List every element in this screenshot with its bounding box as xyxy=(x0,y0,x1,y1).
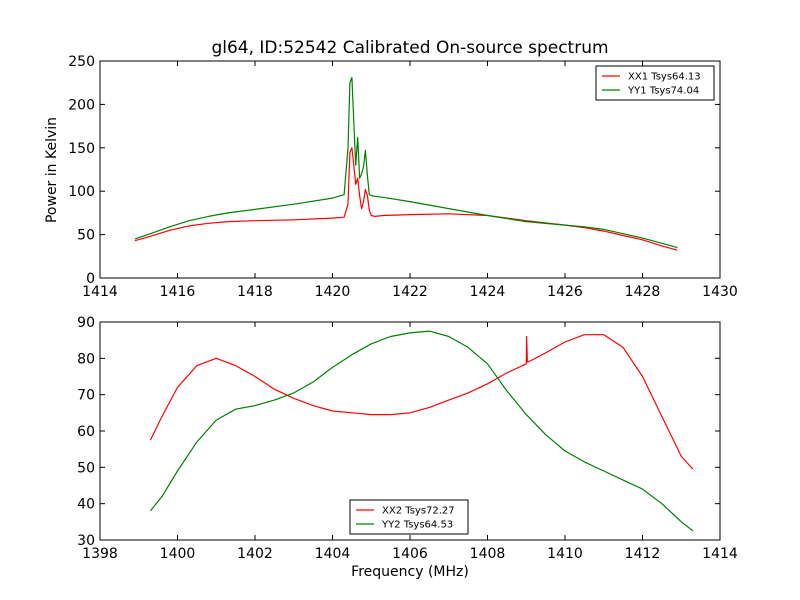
x-tick-label: 1424 xyxy=(470,284,506,300)
legend-entry: XX1 Tsys64.13 xyxy=(628,72,701,83)
legend: XX1 Tsys64.13 YY1 Tsys74.04 xyxy=(595,65,715,101)
top-panel: 1414 1416 1418 1420 1422 1424 1426 1428 1430 0 50 1… xyxy=(68,54,738,300)
legend-entry: YY1 Tsys74.04 xyxy=(627,86,699,97)
y-tick-label: 0 xyxy=(86,271,95,287)
y-tick-label: 250 xyxy=(68,54,95,70)
y-tick-label: 50 xyxy=(77,460,95,476)
legend-box xyxy=(349,499,469,535)
x-axis-label: Frequency (MHz) xyxy=(351,564,469,580)
legend-entry: YY2 Tsys64.53 xyxy=(381,520,453,531)
x-tick-label: 1398 xyxy=(82,546,118,562)
x-tick-label: 1408 xyxy=(470,546,506,562)
series-line-1 xyxy=(149,334,694,470)
y-tick-label: 60 xyxy=(77,424,95,440)
y-axis-label: Power in Kelvin xyxy=(44,117,60,223)
x-tick-label: 1400 xyxy=(160,546,196,562)
chart-title: gl64, ID:52542 Calibrated On-source spec… xyxy=(211,38,608,58)
series-line-2 xyxy=(149,330,694,532)
legend-box xyxy=(595,65,715,101)
x-tick-label: 1422 xyxy=(392,284,428,300)
x-tick-label: 1428 xyxy=(625,284,661,300)
x-tick-label: 1402 xyxy=(237,546,273,562)
x-tick-label: 1430 xyxy=(702,284,738,300)
x-tick-label: 1404 xyxy=(315,546,351,562)
x-tick-label: 1416 xyxy=(160,284,196,300)
y-tick-label: 80 xyxy=(77,351,95,367)
x-tick-label: 1406 xyxy=(392,546,428,562)
series-line-2 xyxy=(134,76,678,249)
y-tick-label: 100 xyxy=(68,184,95,200)
y-tick-label: 150 xyxy=(68,141,95,157)
series-line-1 xyxy=(134,147,678,251)
x-tick-label: 1420 xyxy=(315,284,351,300)
x-tick-label: 1412 xyxy=(625,546,661,562)
y-tick-label: 200 xyxy=(68,97,95,113)
legend: XX2 Tsys72.27 YY2 Tsys64.53 xyxy=(349,499,469,535)
x-tick-label: 1410 xyxy=(547,546,583,562)
x-tick-label: 1426 xyxy=(547,284,583,300)
bottom-panel: 1398 1400 1402 1404 1406 1408 1410 1412 1414 30 40… xyxy=(77,315,738,562)
x-tick-label: 1414 xyxy=(702,546,738,562)
y-tick-label: 70 xyxy=(77,388,95,404)
x-tick-label: 1418 xyxy=(237,284,273,300)
legend-entry: XX2 Tsys72.27 xyxy=(382,506,455,517)
y-tick-label: 90 xyxy=(77,315,95,331)
y-tick-label: 50 xyxy=(77,228,95,244)
x-tick-label: 1414 xyxy=(82,284,118,300)
y-tick-label: 30 xyxy=(77,533,95,549)
y-tick-label: 40 xyxy=(77,497,95,513)
